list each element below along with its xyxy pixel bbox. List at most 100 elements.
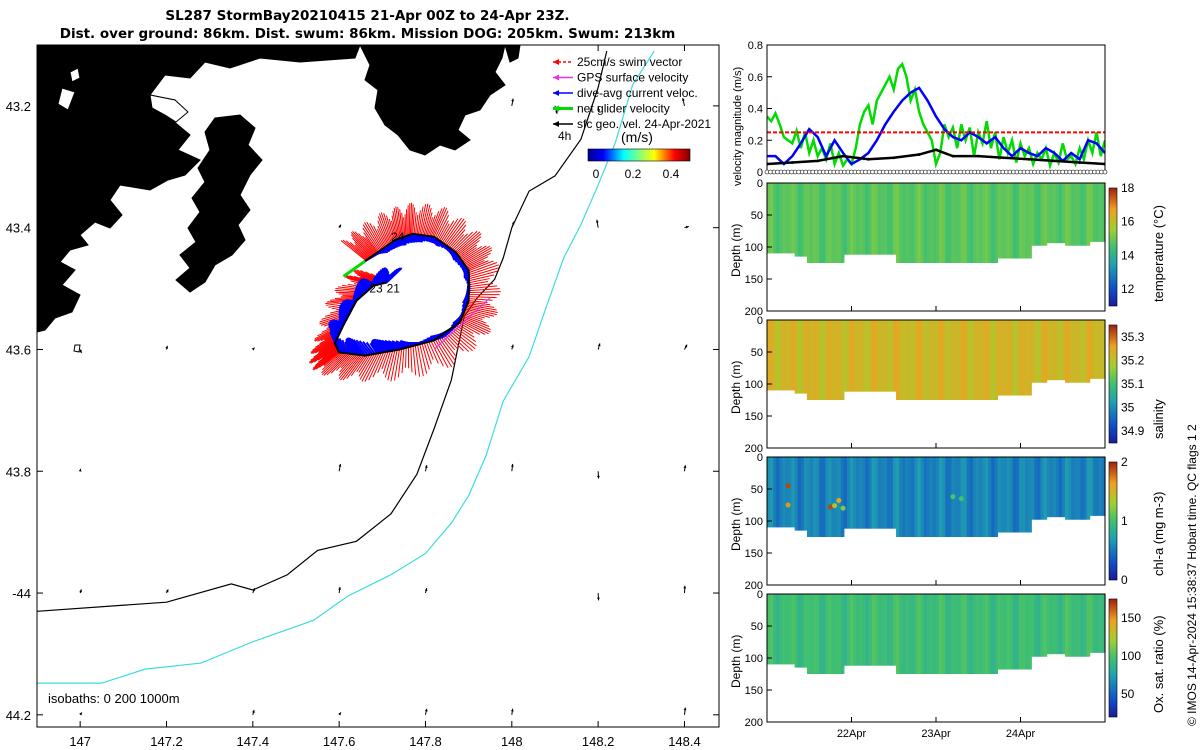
velocity-series-marker	[816, 159, 820, 163]
velocity-series-marker	[934, 148, 938, 152]
section-stripe	[948, 457, 952, 537]
section-stripe	[932, 594, 937, 674]
swim-vector	[321, 352, 344, 374]
section-stripe	[840, 183, 845, 263]
section-stripe	[859, 183, 863, 255]
section-point	[958, 496, 964, 502]
geo-vector-head	[510, 708, 514, 712]
current-vector	[344, 299, 348, 319]
colorbar-tick-1: 0.2	[625, 167, 642, 181]
swim-vector	[436, 338, 455, 365]
section-stripe	[975, 594, 980, 674]
swim-vector	[390, 220, 397, 240]
section-stripe	[945, 457, 949, 537]
swim-vector	[310, 345, 337, 364]
section-stripe	[1022, 183, 1026, 259]
section-stripe	[868, 183, 873, 255]
velocity-series-marker	[1078, 161, 1082, 164]
swim-vector	[390, 349, 398, 382]
current-vector	[395, 340, 409, 349]
swim-vector	[388, 219, 396, 241]
section-stripe	[831, 320, 836, 400]
swim-vector	[447, 224, 467, 247]
section-stripe	[1080, 320, 1085, 383]
inland-water	[57, 67, 189, 353]
geo-vector-head	[683, 585, 687, 589]
section-stripe	[797, 457, 802, 531]
section-stripe	[840, 320, 845, 400]
section-stripe	[1025, 457, 1029, 533]
velocity-y-tick-label: 0.2	[748, 135, 763, 147]
section-stripe	[1046, 183, 1051, 244]
section-stripe	[1055, 320, 1060, 381]
water-bay-small-2	[57, 87, 76, 111]
swim-vector	[423, 342, 432, 365]
section-stripe	[880, 457, 885, 529]
section-colorbar-label: chl-a (mg m-3)	[1151, 491, 1166, 576]
section-stripe	[948, 594, 952, 674]
current-vector	[333, 335, 343, 354]
section-stripe	[773, 183, 777, 254]
section-stripe	[920, 594, 925, 674]
section-y-tick-label: 0	[757, 178, 763, 190]
legend-label: GPS surface velocity	[577, 71, 688, 85]
section-y-tick-label: 150	[745, 548, 763, 560]
section-stripe	[966, 594, 971, 674]
section-stripe	[1074, 594, 1078, 657]
section-y-tick-label: 0	[757, 452, 763, 464]
section-colorbar-tick: 35.1	[1121, 377, 1145, 391]
swim-vector	[313, 348, 338, 369]
section-stripe	[785, 320, 790, 391]
section-stripe	[1040, 183, 1045, 246]
section-stripe	[960, 320, 965, 400]
section-stripe	[889, 594, 894, 666]
swim-vector	[361, 353, 378, 382]
section-stripe	[816, 457, 820, 537]
section-stripe	[1101, 183, 1106, 242]
section-stripe	[1025, 183, 1029, 259]
gps-velocity-vector	[433, 297, 491, 350]
section-stripe	[862, 594, 866, 666]
velocity-series-marker	[867, 157, 870, 161]
section-stripe	[1031, 320, 1035, 383]
swim-vector	[340, 354, 361, 381]
swim-vector	[437, 220, 449, 240]
swim-vector	[468, 270, 498, 280]
current-vector	[369, 342, 378, 355]
section-stripe	[896, 320, 900, 400]
section-stripe	[994, 183, 999, 263]
velocity-series-marker	[951, 154, 955, 158]
swim-vector	[465, 307, 497, 316]
swim-vector	[340, 353, 354, 369]
legend-arrowhead	[553, 74, 559, 81]
section-stripe	[816, 320, 820, 400]
swim-vector	[384, 350, 394, 378]
geo-vector-head	[252, 709, 255, 713]
swim-vector	[312, 349, 339, 370]
swim-vector	[449, 229, 466, 248]
section-stripe	[969, 594, 974, 674]
section-stripe	[1049, 320, 1054, 381]
current-vector	[343, 300, 347, 321]
section-y-tick-label: 100	[745, 516, 763, 528]
velocity-y-tick-label: 0.8	[748, 40, 763, 52]
section-stripe	[939, 183, 943, 263]
geo-vector-head	[511, 221, 515, 225]
section-stripe	[1080, 183, 1085, 246]
section-stripe	[1086, 594, 1091, 657]
current-vector	[347, 299, 351, 316]
section-stripe	[954, 457, 959, 537]
section-stripe	[985, 457, 989, 537]
swim-vector	[382, 350, 391, 374]
swim-vector	[403, 217, 406, 237]
swim-vector	[377, 351, 387, 374]
section-stripe	[929, 594, 934, 674]
section-y-tick-label: 50	[751, 210, 763, 222]
current-vector	[365, 341, 376, 355]
section-stripe	[1034, 320, 1038, 383]
section-stripe	[899, 183, 903, 263]
section-stripe	[794, 457, 799, 531]
swim-vector	[419, 344, 428, 374]
swim-vector	[413, 212, 417, 235]
section-stripe	[1058, 457, 1063, 518]
